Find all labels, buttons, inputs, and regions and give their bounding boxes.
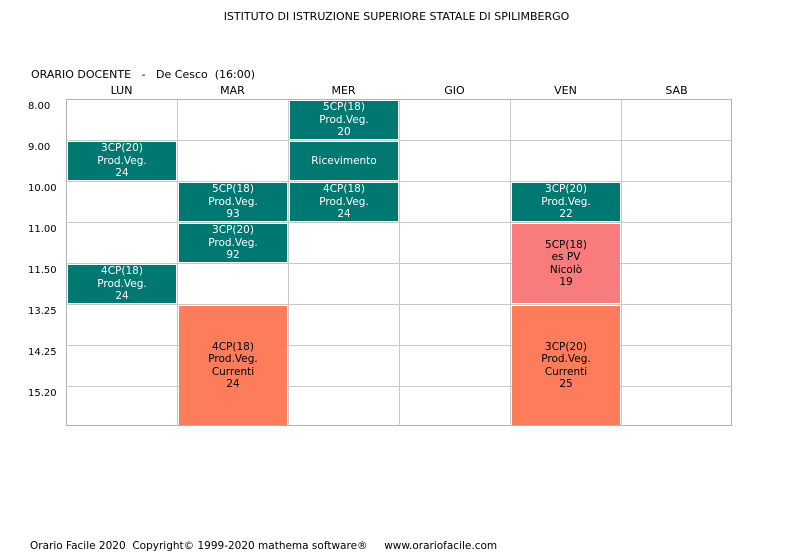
lesson-subject: es PV <box>551 251 581 263</box>
time-label: 14.25 <box>28 347 57 358</box>
lesson-class: 3CP(20) <box>545 340 587 353</box>
grid-line <box>399 99 400 426</box>
lesson-class: 5CP(18) <box>545 238 587 251</box>
time-label: 9.00 <box>28 142 51 153</box>
lesson-class: 4CP(18) <box>323 183 365 196</box>
lesson-class: 3CP(20) <box>101 142 143 155</box>
grid-line <box>66 304 732 305</box>
grid-line <box>621 99 622 426</box>
lesson-room: 92 <box>226 249 240 262</box>
day-header-mar: MAR <box>220 84 245 97</box>
grid-line <box>66 263 732 264</box>
lesson-teacher: Currenti <box>544 365 588 378</box>
lesson-room: 19 <box>559 276 573 288</box>
lesson-ven-10: 3CP(20) Prod.Veg. 22 <box>512 183 620 221</box>
day-header-lun: LUN <box>110 84 133 97</box>
day-header-gio: GIO <box>444 84 465 97</box>
lesson-class: 5CP(18) <box>323 101 365 114</box>
grid-line <box>288 99 289 426</box>
lesson-ven-afternoon: 3CP(20) Prod.Veg. Currenti 25 <box>512 306 620 425</box>
time-label: 13.25 <box>28 306 57 317</box>
lesson-ven-11: 5CP(18) es PV Nicolò 19 <box>512 224 620 303</box>
lesson-subject: Prod.Veg. <box>97 277 147 290</box>
grid-line <box>510 99 511 426</box>
lesson-class: 5CP(18) <box>212 183 254 196</box>
grid-line <box>66 345 732 346</box>
lesson-room: 24 <box>115 167 129 180</box>
lesson-subject: Prod.Veg. <box>319 113 369 126</box>
footer-copyright: Orario Facile 2020 Copyright© 1999-2020 … <box>30 540 498 552</box>
lesson-subject: Prod.Veg. <box>541 353 591 365</box>
lesson-subject: Prod.Veg. <box>97 154 147 167</box>
grid-line <box>66 222 732 223</box>
lesson-mer-10: 4CP(18) Prod.Veg. 24 <box>290 183 398 221</box>
lesson-lun-1150: 4CP(18) Prod.Veg. 24 <box>68 265 176 303</box>
lesson-teacher: Nicolò <box>549 263 583 276</box>
lesson-mar-10: 5CP(18) Prod.Veg. 93 <box>179 183 287 221</box>
school-title: ISTITUTO DI ISTRUZIONE SUPERIORE STATALE… <box>223 10 570 23</box>
lesson-subject: Prod.Veg. <box>208 353 258 365</box>
lesson-mar-afternoon: 4CP(18) Prod.Veg. Currenti 24 <box>179 306 287 425</box>
day-header-mer: MER <box>331 84 356 97</box>
lesson-class: 4CP(18) <box>101 265 143 278</box>
lesson-lun-9: 3CP(20) Prod.Veg. 24 <box>68 142 176 180</box>
grid-line <box>66 386 732 387</box>
teacher-schedule-title: ORARIO DOCENTE - De Cesco (16:00) <box>31 68 255 81</box>
lesson-room: 24 <box>226 378 240 390</box>
lesson-mar-11: 3CP(20) Prod.Veg. 92 <box>179 224 287 262</box>
lesson-teacher: Currenti <box>211 365 255 378</box>
time-label: 10.00 <box>28 183 57 194</box>
time-label: 8.00 <box>28 101 51 112</box>
lesson-mer-9: Ricevimento <box>290 142 398 180</box>
lesson-class: 3CP(20) <box>212 224 254 237</box>
lesson-room: 22 <box>559 208 573 221</box>
grid-line <box>66 181 732 182</box>
lesson-subject: Prod.Veg. <box>319 195 369 208</box>
lesson-mer-8: 5CP(18) Prod.Veg. 20 <box>290 101 398 139</box>
lesson-room: 24 <box>337 208 351 221</box>
time-label: 15.20 <box>28 388 57 399</box>
lesson-subject: Prod.Veg. <box>208 195 258 208</box>
day-header-ven: VEN <box>554 84 577 97</box>
lesson-class: 4CP(18) <box>212 340 254 353</box>
lesson-class: Ricevimento <box>311 154 377 167</box>
grid-line <box>66 140 732 141</box>
time-label: 11.00 <box>28 224 57 235</box>
time-label: 11.50 <box>28 265 57 276</box>
lesson-subject: Prod.Veg. <box>208 236 258 249</box>
lesson-subject: Prod.Veg. <box>541 195 591 208</box>
grid-line <box>177 99 178 426</box>
day-header-sab: SAB <box>665 84 688 97</box>
lesson-room: 20 <box>337 126 351 139</box>
lesson-room: 24 <box>115 290 129 303</box>
lesson-room: 25 <box>559 378 573 390</box>
lesson-room: 93 <box>226 208 240 221</box>
lesson-class: 3CP(20) <box>545 183 587 196</box>
